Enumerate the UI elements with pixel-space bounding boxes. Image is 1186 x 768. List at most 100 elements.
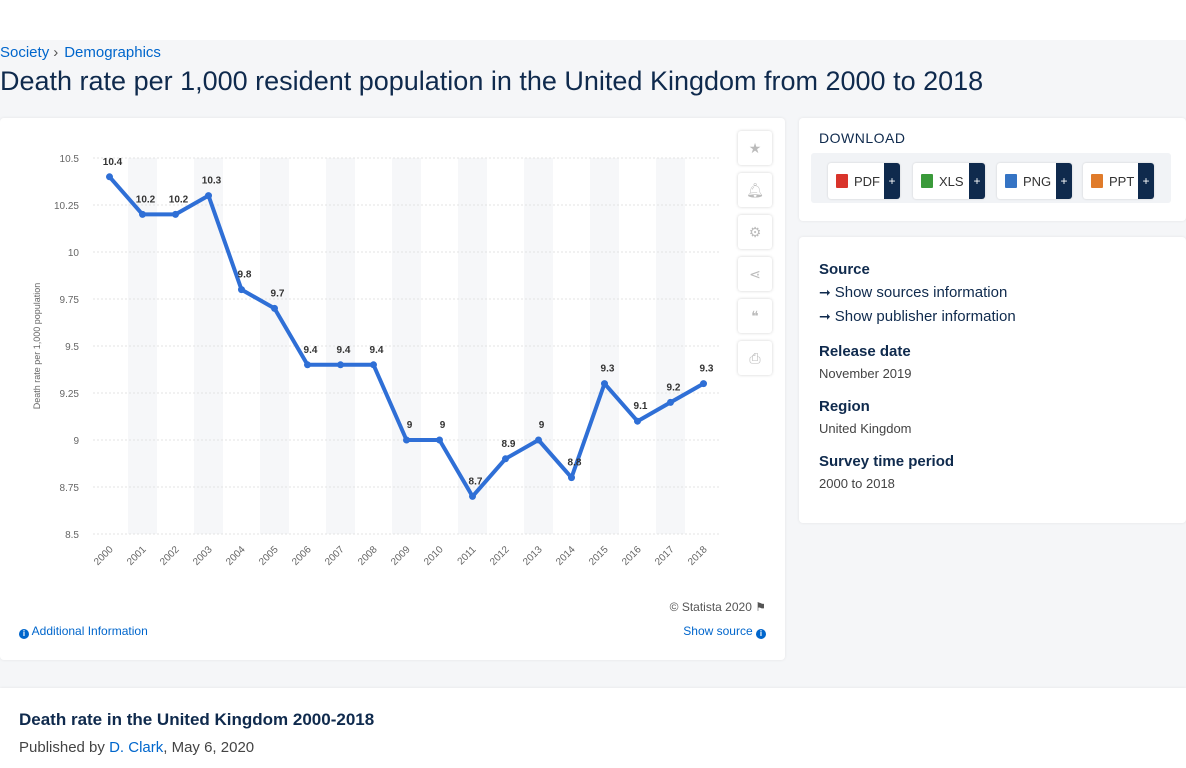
additional-info-label: Additional Information — [31, 624, 148, 638]
statistic-title: Death rate in the United Kingdom 2000-20… — [19, 710, 375, 729]
download-buttons: PDF + XLS + PNG + PPT + — [811, 153, 1171, 203]
download-png-button[interactable]: PNG + — [997, 163, 1072, 199]
release-value: November 2019 — [819, 366, 912, 381]
png-label: PNG — [1023, 173, 1052, 189]
show-source-link[interactable]: Show source i — [683, 624, 766, 639]
page-title: Death rate per 1,000 resident population… — [0, 66, 984, 96]
data-point — [601, 380, 608, 388]
notify-button[interactable]: 🔔︎ — [738, 173, 772, 207]
y-axis-label: Death rate per 1,000 population — [32, 283, 42, 410]
data-label: 10.3 — [202, 176, 222, 187]
show-sources-label: Show sources information — [834, 284, 1008, 301]
copyright-label: © Statista 2020 — [669, 600, 752, 614]
x-tick-label: 2005 — [257, 544, 281, 568]
release-heading: Release date — [819, 343, 911, 360]
breadcrumb-demographics[interactable]: Demographics — [64, 44, 161, 61]
show-sources-link[interactable]: ➞ Show sources information — [819, 284, 1007, 301]
data-label: 9.4 — [304, 345, 318, 356]
data-point — [502, 455, 509, 463]
survey-value: 2000 to 2018 — [819, 476, 895, 491]
bell-icon: 🔔︎ — [746, 181, 764, 198]
x-tick-label: 2002 — [158, 544, 182, 568]
x-tick-label: 2004 — [224, 544, 248, 568]
author-link[interactable]: D. Clark — [109, 739, 164, 756]
x-tick-label: 2009 — [389, 544, 413, 568]
y-tick-label: 9.75 — [60, 295, 80, 306]
x-tick-label: 2003 — [191, 544, 215, 568]
y-tick-label: 10.5 — [60, 154, 80, 165]
additional-info-link[interactable]: i Additional Information — [19, 624, 148, 639]
data-label: 9.3 — [601, 364, 615, 375]
data-label: 10.2 — [169, 194, 189, 205]
ppt-label: PPT — [1109, 173, 1135, 189]
show-source-label: Show source — [683, 624, 753, 638]
data-point — [370, 361, 377, 369]
share-icon: ⋖ — [749, 265, 761, 282]
data-point — [238, 286, 245, 294]
data-point — [304, 361, 311, 369]
y-tick-label: 10 — [68, 248, 80, 259]
data-label: 9.1 — [634, 401, 648, 412]
copyright-text: © Statista 2020 ⚑ — [670, 600, 766, 614]
region-value: United Kingdom — [819, 421, 912, 436]
arrow-right-icon: ➞ — [819, 308, 831, 324]
data-label: 9 — [407, 420, 413, 431]
y-tick-label: 9 — [73, 436, 79, 447]
data-label: 9.3 — [700, 364, 714, 375]
statistic-info-card: Death rate in the United Kingdom 2000-20… — [0, 688, 1186, 768]
y-tick-label: 9.5 — [65, 342, 79, 353]
x-tick-label: 2016 — [620, 544, 644, 568]
data-point — [205, 192, 212, 200]
xls-plus: + — [969, 163, 985, 199]
data-point — [172, 210, 179, 218]
chart-toolbar: ★ 🔔︎ ⚙ ⋖ ❝ ⎙ — [738, 131, 772, 383]
data-point — [436, 436, 443, 444]
data-point — [403, 436, 410, 444]
data-point — [634, 417, 641, 425]
download-xls-button[interactable]: XLS + — [913, 163, 985, 199]
published-line: Published by D. Clark, May 6, 2020 — [19, 739, 254, 756]
cite-button[interactable]: ❝ — [738, 299, 772, 333]
x-tick-label: 2007 — [323, 544, 347, 568]
published-by-label: Published by — [19, 739, 105, 756]
y-tick-label: 9.25 — [60, 389, 80, 400]
x-tick-label: 2006 — [290, 544, 314, 568]
data-label: 10.2 — [136, 194, 156, 205]
x-tick-label: 2001 — [125, 544, 149, 568]
star-icon: ★ — [748, 139, 762, 156]
xls-label: XLS — [939, 173, 964, 189]
pdf-file-icon — [836, 174, 848, 188]
chart-card: 8.5 8.75 9 9.25 9.5 9.75 10 10.25 10.5 Death rate… — [0, 118, 785, 660]
source-heading: Source — [819, 261, 870, 278]
x-tick-label: 2014 — [554, 544, 578, 568]
meta-card: Source ➞ Show sources information ➞ Show p… — [799, 237, 1186, 523]
y-tick-label: 10.25 — [54, 201, 79, 212]
data-label: 9.4 — [370, 345, 384, 356]
x-tick-label: 2011 — [456, 544, 479, 567]
breadcrumb-society[interactable]: Society — [0, 44, 50, 61]
x-tick-label: 2013 — [521, 544, 545, 568]
share-button[interactable]: ⋖ — [738, 257, 772, 291]
data-label: 9 — [539, 420, 545, 431]
data-label: 8.8 — [568, 458, 582, 469]
show-publisher-label: Show publisher information — [834, 308, 1016, 325]
show-publisher-link[interactable]: ➞ Show publisher information — [819, 308, 1016, 325]
data-label: 9.2 — [667, 382, 681, 393]
data-point — [469, 492, 476, 500]
data-label: 9 — [440, 420, 446, 431]
data-point — [271, 304, 278, 312]
settings-button[interactable]: ⚙ — [738, 215, 772, 249]
print-button[interactable]: ⎙ — [738, 341, 772, 375]
flag-icon: ⚑ — [755, 600, 766, 614]
data-point — [700, 380, 707, 388]
png-file-icon — [1005, 174, 1017, 188]
download-card: DOWNLOAD PDF + XLS + PNG + PPT + — [799, 118, 1186, 221]
x-tick-label: 2018 — [686, 544, 710, 568]
download-ppt-button[interactable]: PPT + — [1083, 163, 1154, 199]
breadcrumb-separator: › — [53, 44, 59, 61]
download-pdf-button[interactable]: PDF + — [828, 163, 900, 199]
favorite-button[interactable]: ★ — [738, 131, 772, 165]
png-plus: + — [1056, 163, 1072, 199]
data-point — [535, 436, 542, 444]
survey-heading: Survey time period — [819, 453, 955, 470]
